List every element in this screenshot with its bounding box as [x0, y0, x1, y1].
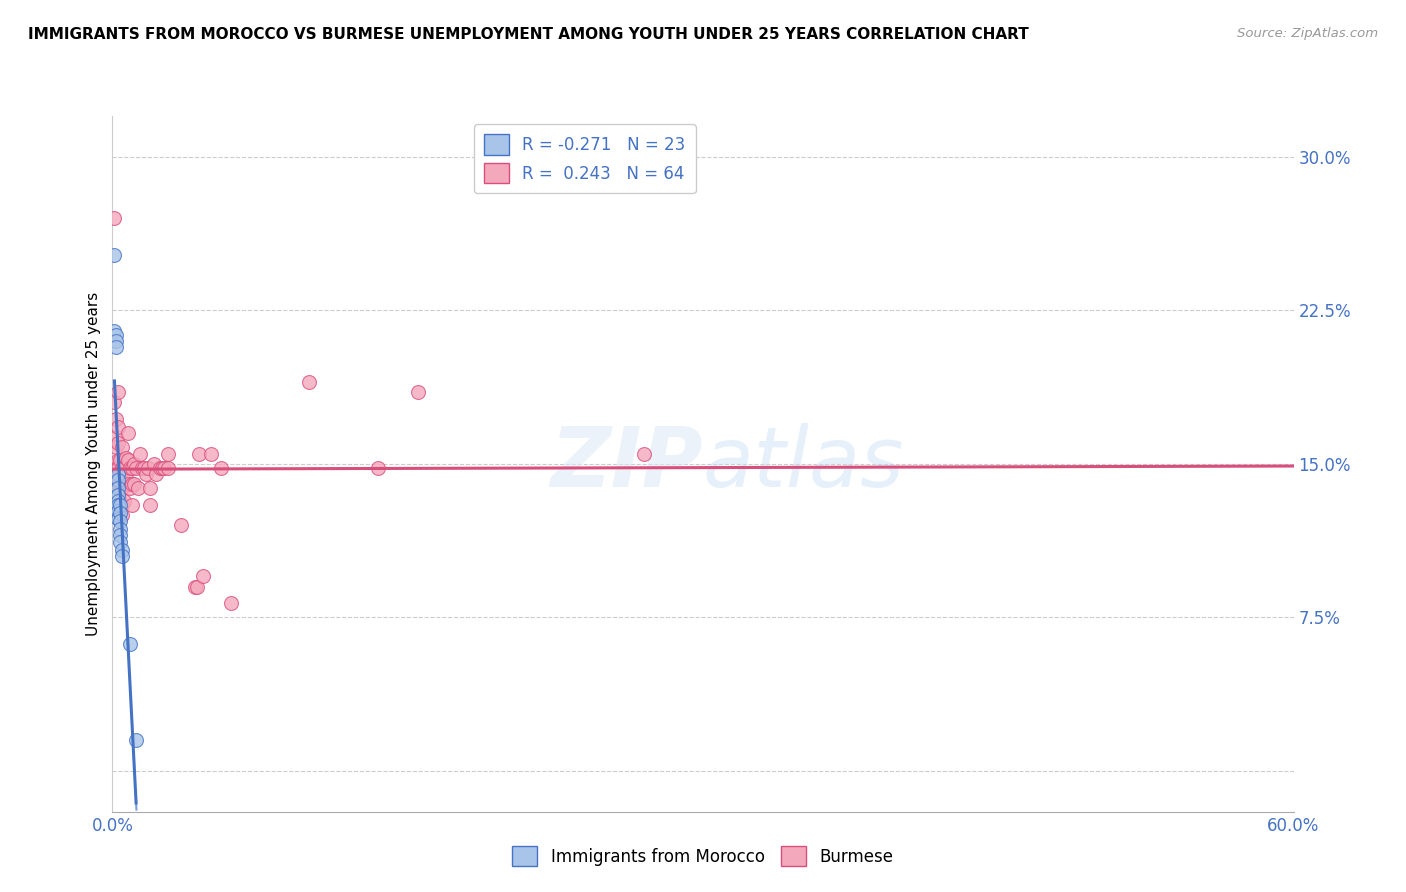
Point: [107, 487, 129, 501]
Legend: Immigrants from Morocco, Burmese: Immigrants from Morocco, Burmese: [506, 839, 900, 873]
Point: [125, 461, 148, 475]
Point: [145, 467, 167, 481]
Point: [105, 412, 128, 426]
Point: [219, 596, 242, 610]
Point: [117, 426, 139, 441]
Point: [120, 637, 142, 651]
Point: [131, 461, 153, 475]
Point: [111, 542, 134, 557]
Point: [127, 482, 149, 496]
Point: [107, 436, 129, 450]
Point: [152, 461, 174, 475]
Point: [111, 482, 134, 496]
Point: [107, 385, 129, 400]
Point: [107, 504, 129, 518]
Point: [188, 447, 211, 461]
Point: [105, 340, 128, 354]
Point: [103, 395, 125, 409]
Point: [105, 430, 128, 444]
Point: [110, 452, 132, 467]
Point: [633, 447, 655, 461]
Text: IMMIGRANTS FROM MOROCCO VS BURMESE UNEMPLOYMENT AMONG YOUTH UNDER 25 YEARS CORRE: IMMIGRANTS FROM MOROCCO VS BURMESE UNEMP…: [28, 27, 1029, 42]
Point: [298, 375, 321, 389]
Text: ZIP: ZIP: [550, 424, 703, 504]
Y-axis label: Unemployment Among Youth under 25 years: Unemployment Among Youth under 25 years: [86, 292, 101, 636]
Point: [107, 461, 129, 475]
Text: Source: ZipAtlas.com: Source: ZipAtlas.com: [1237, 27, 1378, 40]
Point: [150, 461, 173, 475]
Point: [149, 461, 172, 475]
Point: [122, 457, 145, 471]
Point: [117, 452, 139, 467]
Point: [122, 477, 145, 491]
Point: [111, 498, 134, 512]
Point: [111, 549, 134, 563]
Point: [107, 471, 129, 485]
Point: [139, 498, 162, 512]
Point: [105, 334, 128, 348]
Point: [110, 514, 132, 528]
Point: [184, 580, 207, 594]
Point: [110, 534, 132, 549]
Point: [132, 461, 155, 475]
Point: [103, 211, 125, 226]
Point: [115, 467, 138, 481]
Point: [121, 498, 143, 512]
Point: [139, 482, 162, 496]
Point: [110, 493, 132, 508]
Point: [367, 461, 389, 475]
Point: [105, 327, 128, 342]
Point: [135, 467, 157, 481]
Point: [107, 420, 129, 434]
Point: [136, 461, 159, 475]
Point: [107, 473, 129, 487]
Text: atlas: atlas: [703, 424, 904, 504]
Point: [107, 493, 129, 508]
Point: [117, 477, 139, 491]
Point: [110, 498, 132, 512]
Point: [107, 482, 129, 496]
Point: [103, 248, 125, 262]
Point: [107, 512, 129, 526]
Point: [107, 498, 129, 512]
Point: [120, 461, 142, 475]
Point: [129, 447, 152, 461]
Point: [107, 467, 129, 481]
Point: [156, 461, 179, 475]
Point: [112, 461, 135, 475]
Point: [200, 447, 222, 461]
Point: [170, 518, 193, 533]
Point: [112, 493, 135, 508]
Point: [110, 467, 132, 481]
Point: [111, 508, 134, 522]
Point: [186, 580, 208, 594]
Point: [110, 528, 132, 542]
Point: [156, 447, 179, 461]
Point: [125, 733, 148, 747]
Point: [105, 441, 128, 455]
Point: [406, 385, 429, 400]
Point: [103, 324, 125, 338]
Point: [110, 506, 132, 520]
Point: [110, 522, 132, 536]
Point: [142, 457, 165, 471]
Point: [191, 569, 214, 583]
Point: [112, 477, 135, 491]
Point: [115, 450, 138, 465]
Point: [105, 457, 128, 471]
Point: [121, 461, 143, 475]
Point: [111, 441, 134, 455]
Point: [209, 461, 232, 475]
Point: [110, 482, 132, 496]
Point: [111, 461, 134, 475]
Point: [107, 452, 129, 467]
Point: [121, 477, 143, 491]
Point: [120, 482, 142, 496]
